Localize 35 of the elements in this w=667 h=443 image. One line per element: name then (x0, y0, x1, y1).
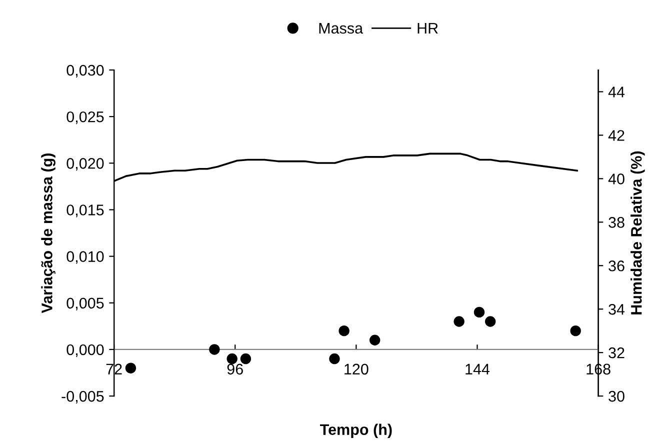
point (226, 353, 238, 364)
point (485, 316, 496, 327)
y2-tick-label: 36 (608, 260, 624, 272)
y-axis-title: Variação de massa (g) (41, 154, 56, 314)
y-tick-label: 0,015 (66, 204, 104, 218)
y2-axis-title: Humidade Relativa (%) (630, 151, 645, 314)
y-tick-label: 0,025 (66, 111, 104, 124)
legend-label: Massa (319, 23, 364, 34)
x-tick-label: 96 (227, 364, 243, 375)
point (570, 325, 581, 336)
y-tick-label: 0,000 (66, 344, 104, 357)
y2-tick-label: 44 (608, 86, 625, 98)
y2-tick-label: 38 (608, 217, 624, 228)
y2-tick-label: 40 (608, 174, 624, 184)
y2-tick-label: 30 (608, 390, 624, 402)
y2-tick-label: 32 (608, 347, 624, 358)
point (240, 353, 252, 364)
x-tick-label: 120 (344, 364, 368, 375)
point (369, 334, 380, 346)
y-tick-label: 0,005 (66, 298, 104, 310)
y-tick-label: 0,020 (66, 158, 104, 171)
y-tick-label: 0,010 (66, 251, 104, 264)
legend-label: HR (418, 23, 438, 34)
point (125, 362, 136, 374)
point (474, 306, 485, 318)
point (454, 316, 464, 327)
x-tick-label: 144 (466, 364, 490, 374)
y-tick-label: 0,030 (66, 64, 104, 78)
y2-tick-label: 42 (608, 130, 624, 141)
x-axis-title: Tempo (h) (320, 424, 392, 438)
y-tick-label: -0,005 (62, 390, 104, 404)
point (209, 344, 220, 355)
point (329, 353, 340, 364)
y2-tick-label: 34 (608, 304, 625, 315)
point (338, 325, 350, 336)
